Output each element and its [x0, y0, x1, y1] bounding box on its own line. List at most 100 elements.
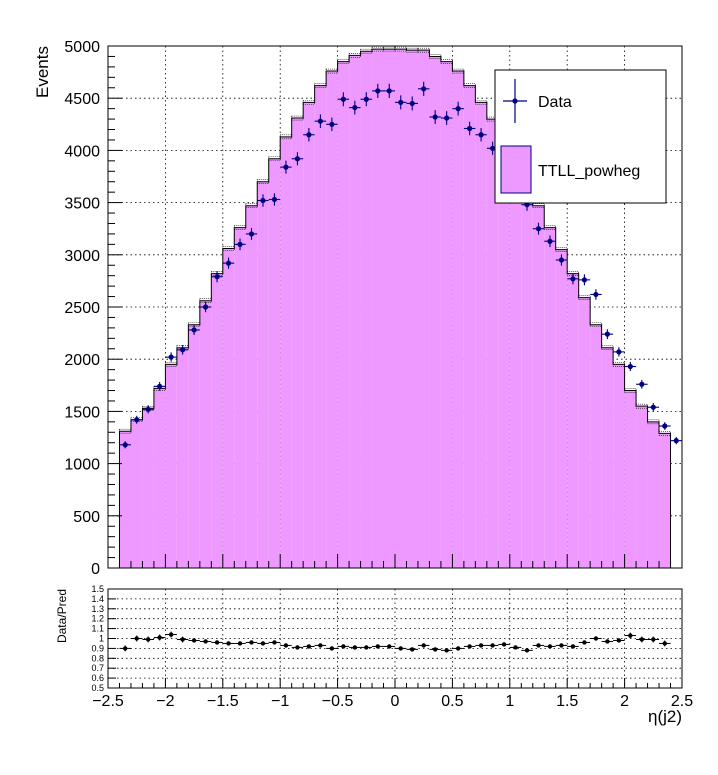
data-point-marker: [237, 241, 243, 247]
ratio-point-marker: [375, 644, 380, 649]
ratio-point: [624, 632, 637, 639]
mc-uncertainty-band: [279, 134, 292, 140]
x-tick-label: 2.5: [671, 693, 693, 710]
mc-uncertainty-band: [555, 247, 568, 252]
ratio-point-marker: [329, 646, 335, 651]
data-point: [142, 405, 154, 414]
mc-bin-bar: [521, 181, 533, 568]
legend-ttll-swatch: [500, 145, 532, 194]
ratio-y-tick-label: 0.7: [91, 663, 104, 673]
ratio-point-marker: [134, 636, 139, 641]
data-point: [257, 194, 269, 207]
ratio-point: [636, 636, 648, 643]
ratio-point: [498, 642, 510, 647]
mc-bin-bar: [417, 50, 430, 568]
ratio-y-tick-label: 1.5: [91, 584, 104, 594]
data-point-marker: [145, 406, 151, 412]
ratio-y-tick-label: 1.4: [91, 594, 104, 604]
ratio-point: [440, 648, 453, 653]
ratio-point-marker: [226, 641, 231, 646]
ratio-point-marker: [387, 644, 392, 649]
ratio-point-marker: [341, 644, 346, 649]
x-tick-label: 1.5: [556, 693, 578, 710]
data-point-marker: [214, 274, 220, 280]
data-point: [314, 114, 327, 128]
ratio-point-marker: [180, 637, 185, 642]
ratio-point: [303, 644, 315, 649]
mc-uncertainty-band: [211, 271, 224, 276]
data-point-marker: [386, 88, 392, 94]
mc-uncertainty-band: [302, 100, 315, 105]
mc-bin-bar: [153, 388, 166, 568]
ratio-point-marker: [662, 641, 667, 646]
data-point: [188, 324, 200, 335]
data-point: [372, 83, 384, 98]
mc-bin-bar: [475, 102, 487, 568]
data-point: [326, 117, 338, 132]
mc-bin-bar: [314, 85, 327, 568]
legend-entry-ttll-powheg: TTLL_powheg: [500, 145, 640, 194]
mc-bin-bar: [509, 158, 522, 568]
data-point: [268, 193, 281, 206]
ratio-point-marker: [444, 648, 449, 653]
data-point: [130, 415, 143, 424]
mc-bin-bar: [383, 49, 395, 568]
x-tick-label: 0: [391, 693, 400, 710]
ratio-point-marker: [547, 644, 553, 649]
ratio-y-tick-label: 0.9: [91, 643, 104, 653]
y-tick-label: 1000: [64, 457, 100, 474]
data-point: [417, 81, 430, 96]
mc-uncertainty-band: [406, 47, 419, 53]
mc-uncertainty-band: [383, 46, 396, 52]
mc-uncertainty-band: [165, 362, 178, 367]
mc-bin-bar: [590, 324, 602, 568]
mc-bin-bar: [280, 136, 292, 568]
ratio-y-tick-label: 0.6: [91, 673, 104, 683]
ratio-point: [613, 638, 625, 643]
mc-uncertainty-band: [429, 54, 442, 59]
mc-bin-bar: [498, 136, 510, 568]
ratio-point-marker: [501, 642, 507, 647]
mc-uncertainty-band: [119, 428, 132, 434]
mc-bin-bar: [337, 61, 350, 568]
data-point: [590, 289, 602, 300]
mc-uncertainty-band: [543, 225, 557, 230]
mc-bin-bar: [395, 49, 407, 568]
ratio-point-marker: [559, 643, 564, 648]
main-y-axis-label: Events: [33, 46, 52, 98]
mc-uncertainty-band: [337, 59, 350, 64]
ratio-point-marker: [295, 645, 300, 650]
mc-uncertainty-band: [589, 322, 602, 328]
mc-uncertainty-band: [612, 362, 625, 367]
mc-bin-bar: [544, 227, 556, 568]
ratio-point: [176, 636, 189, 643]
ratio-point: [326, 646, 338, 651]
ratio-point-marker: [352, 645, 358, 650]
mc-uncertainty-band: [440, 59, 453, 64]
ratio-point: [659, 640, 671, 647]
mc-uncertainty-band: [245, 203, 258, 209]
mc-bin-bar: [452, 71, 464, 568]
mc-uncertainty-band: [176, 345, 189, 351]
mc-bin-bar: [659, 433, 671, 568]
y-tick-label: 0: [91, 561, 100, 578]
mc-uncertainty-band: [222, 246, 235, 251]
ratio-point: [544, 644, 556, 649]
data-point: [176, 345, 189, 355]
x-tick-label: −2: [156, 693, 174, 710]
mc-uncertainty-band: [635, 403, 648, 409]
data-point: [349, 100, 361, 115]
mc-bin-bar: [624, 390, 637, 568]
data-point: [222, 257, 235, 269]
mc-bin-bar: [291, 118, 304, 568]
mc-bin-bar: [360, 51, 373, 569]
ratio-point: [383, 644, 395, 649]
ratio-y-tick-label: 1.3: [91, 604, 104, 614]
ratio-point-marker: [593, 636, 599, 641]
mc-uncertainty-band: [486, 116, 499, 122]
ratio-point-marker: [536, 643, 541, 648]
mc-bin-bar: [142, 408, 154, 568]
ratio-point-marker: [432, 647, 438, 652]
mc-bin-bar: [257, 181, 269, 568]
